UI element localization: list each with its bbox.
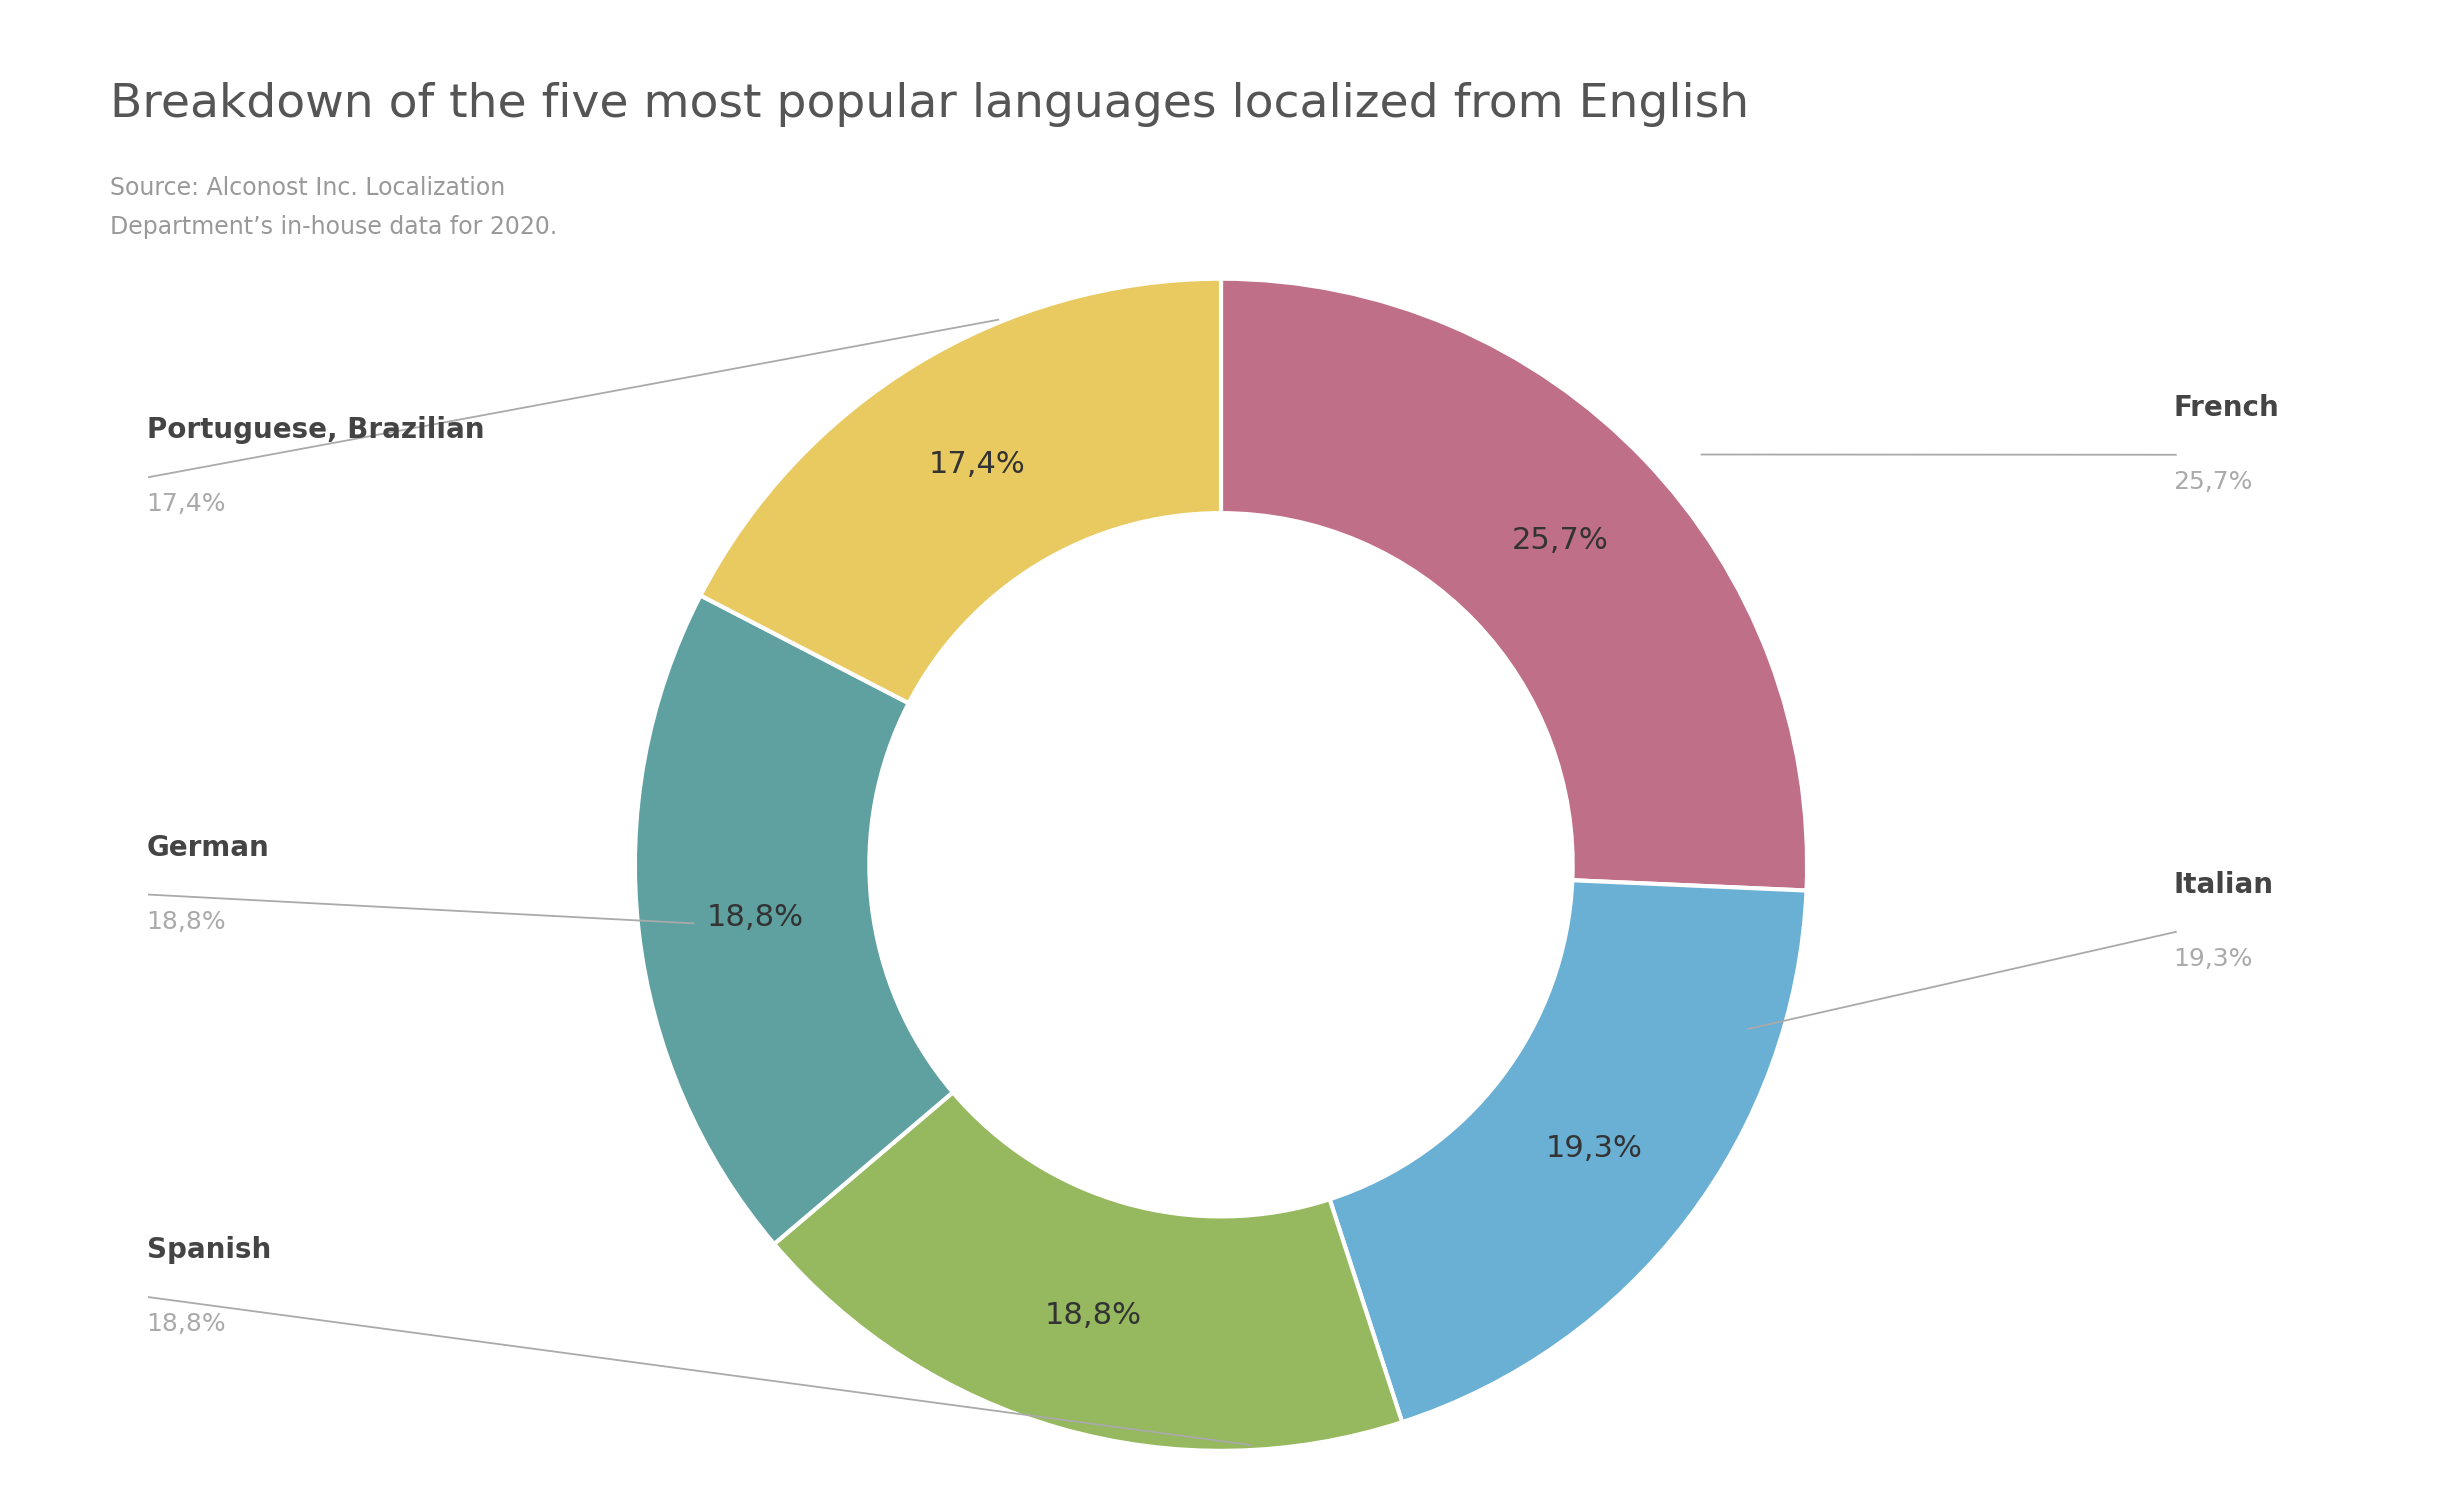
Text: 18,8%: 18,8%	[147, 1312, 227, 1336]
Wedge shape	[1328, 880, 1807, 1422]
Text: 18,8%: 18,8%	[1045, 1302, 1140, 1330]
Text: Spanish: Spanish	[147, 1236, 271, 1264]
Wedge shape	[635, 595, 952, 1243]
Text: Breakdown of the five most popular languages localized from English: Breakdown of the five most popular langu…	[110, 82, 1748, 127]
Wedge shape	[774, 1093, 1402, 1451]
Text: 17,4%: 17,4%	[928, 450, 1026, 479]
Text: French: French	[2173, 394, 2278, 422]
Text: 18,8%: 18,8%	[147, 910, 227, 933]
Text: 25,7%: 25,7%	[1512, 526, 1609, 555]
Text: 19,3%: 19,3%	[1546, 1135, 1643, 1163]
Wedge shape	[701, 279, 1221, 704]
Text: Italian: Italian	[2173, 871, 2274, 899]
Text: 17,4%: 17,4%	[147, 492, 227, 516]
Text: 18,8%: 18,8%	[706, 904, 803, 932]
Text: 19,3%: 19,3%	[2173, 947, 2254, 971]
Text: Department’s in-house data for 2020.: Department’s in-house data for 2020.	[110, 215, 557, 239]
Wedge shape	[1221, 279, 1807, 890]
Text: ALCONOST: ALCONOST	[2147, 83, 2261, 107]
Text: Portuguese, Brazilian: Portuguese, Brazilian	[147, 416, 484, 444]
Text: 25,7%: 25,7%	[2173, 470, 2254, 494]
Text: Source: Alconost Inc. Localization: Source: Alconost Inc. Localization	[110, 176, 505, 200]
Text: German: German	[147, 833, 269, 862]
